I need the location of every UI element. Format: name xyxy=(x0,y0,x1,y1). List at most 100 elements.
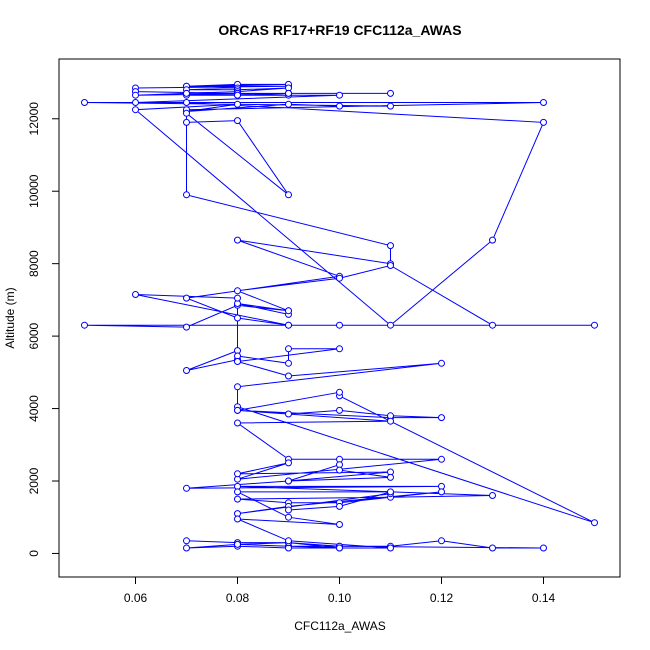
data-point xyxy=(183,537,190,545)
data-point xyxy=(285,89,292,97)
data-point xyxy=(132,106,139,114)
chart-title: ORCAS RF17+RF19 CFC112a_AWAS xyxy=(218,22,461,38)
series-layer xyxy=(81,80,598,552)
data-point xyxy=(336,91,343,99)
data-point xyxy=(387,544,394,552)
data-point xyxy=(234,236,241,244)
data-point xyxy=(81,99,88,106)
data-point xyxy=(438,488,445,496)
data-point xyxy=(489,236,496,244)
y-tick-label: 4000 xyxy=(27,395,41,422)
data-point xyxy=(540,99,547,106)
data-point xyxy=(387,488,394,496)
data-point xyxy=(234,358,241,365)
data-point xyxy=(285,477,292,485)
data-point xyxy=(183,99,190,106)
data-point xyxy=(234,117,241,125)
data-point xyxy=(336,274,343,282)
data-point xyxy=(285,372,292,380)
data-point xyxy=(234,383,241,391)
data-point xyxy=(336,544,343,552)
data-point xyxy=(234,419,241,427)
data-point xyxy=(540,544,547,552)
x-axis: 0.06 0.08 0.10 0.12 0.14 xyxy=(124,576,556,605)
data-point xyxy=(132,291,139,298)
data-point xyxy=(285,459,292,467)
data-point xyxy=(234,406,241,414)
data-point xyxy=(234,540,241,548)
y-tick-label: 10000 xyxy=(27,174,41,208)
data-point xyxy=(234,488,241,496)
data-point xyxy=(285,513,292,521)
y-tick-label: 8000 xyxy=(27,250,41,277)
x-tick-label: 0.06 xyxy=(124,591,148,605)
data-point xyxy=(438,359,445,367)
data-point xyxy=(540,118,547,126)
data-point xyxy=(336,502,343,510)
data-point xyxy=(234,470,241,478)
data-point xyxy=(183,89,190,97)
data-point xyxy=(285,359,292,367)
data-point xyxy=(234,287,241,295)
x-tick-label: 0.14 xyxy=(532,591,556,605)
data-point xyxy=(234,515,241,523)
x-tick-label: 0.08 xyxy=(226,591,250,605)
data-point xyxy=(285,321,292,329)
data-point xyxy=(234,294,241,302)
data-point xyxy=(183,294,190,302)
data-point xyxy=(387,102,394,110)
data-point xyxy=(591,321,598,329)
data-point xyxy=(285,506,292,514)
data-point xyxy=(234,91,241,99)
y-axis-label: Altitude (m) xyxy=(3,287,17,348)
y-tick-label: 6000 xyxy=(27,322,41,349)
data-point xyxy=(183,367,190,374)
data-point xyxy=(285,410,292,418)
data-point xyxy=(591,519,598,527)
data-point xyxy=(183,109,190,117)
data-point xyxy=(387,321,394,329)
x-axis-label: CFC112a_AWAS xyxy=(294,619,386,633)
data-point xyxy=(183,191,190,199)
data-point xyxy=(183,118,190,126)
data-point xyxy=(438,537,445,545)
data-point xyxy=(336,345,343,353)
x-tick-label: 0.12 xyxy=(430,591,454,605)
data-point xyxy=(489,544,496,552)
data-point xyxy=(234,314,241,322)
data-point xyxy=(387,417,394,425)
data-point xyxy=(489,321,496,329)
data-point xyxy=(285,345,292,353)
data-point xyxy=(438,455,445,463)
data-point xyxy=(387,262,394,269)
y-tick-label: 2000 xyxy=(27,467,41,494)
data-point xyxy=(336,321,343,329)
data-point xyxy=(285,191,292,199)
y-tick-label: 0 xyxy=(27,550,41,557)
data-point xyxy=(234,495,241,503)
data-point xyxy=(489,492,496,499)
data-point xyxy=(387,89,394,97)
data-point xyxy=(438,414,445,422)
y-tick-label: 12000 xyxy=(27,102,41,136)
data-point xyxy=(183,544,190,552)
data-point xyxy=(336,102,343,110)
data-point xyxy=(234,100,241,108)
data-point xyxy=(285,307,292,315)
y-axis: 0 2000 4000 6000 8000 10000 12000 xyxy=(27,102,60,557)
data-point xyxy=(336,388,343,396)
data-point xyxy=(183,323,190,331)
x-tick-label: 0.10 xyxy=(328,591,352,605)
data-point xyxy=(285,537,292,545)
data-point xyxy=(132,99,139,106)
data-point xyxy=(387,473,394,481)
data-point xyxy=(183,484,190,492)
data-point xyxy=(285,100,292,108)
data-point xyxy=(81,321,88,329)
data-point xyxy=(336,521,343,528)
data-point xyxy=(336,466,343,474)
data-point xyxy=(132,91,139,99)
data-point xyxy=(336,406,343,414)
data-point xyxy=(387,242,394,250)
